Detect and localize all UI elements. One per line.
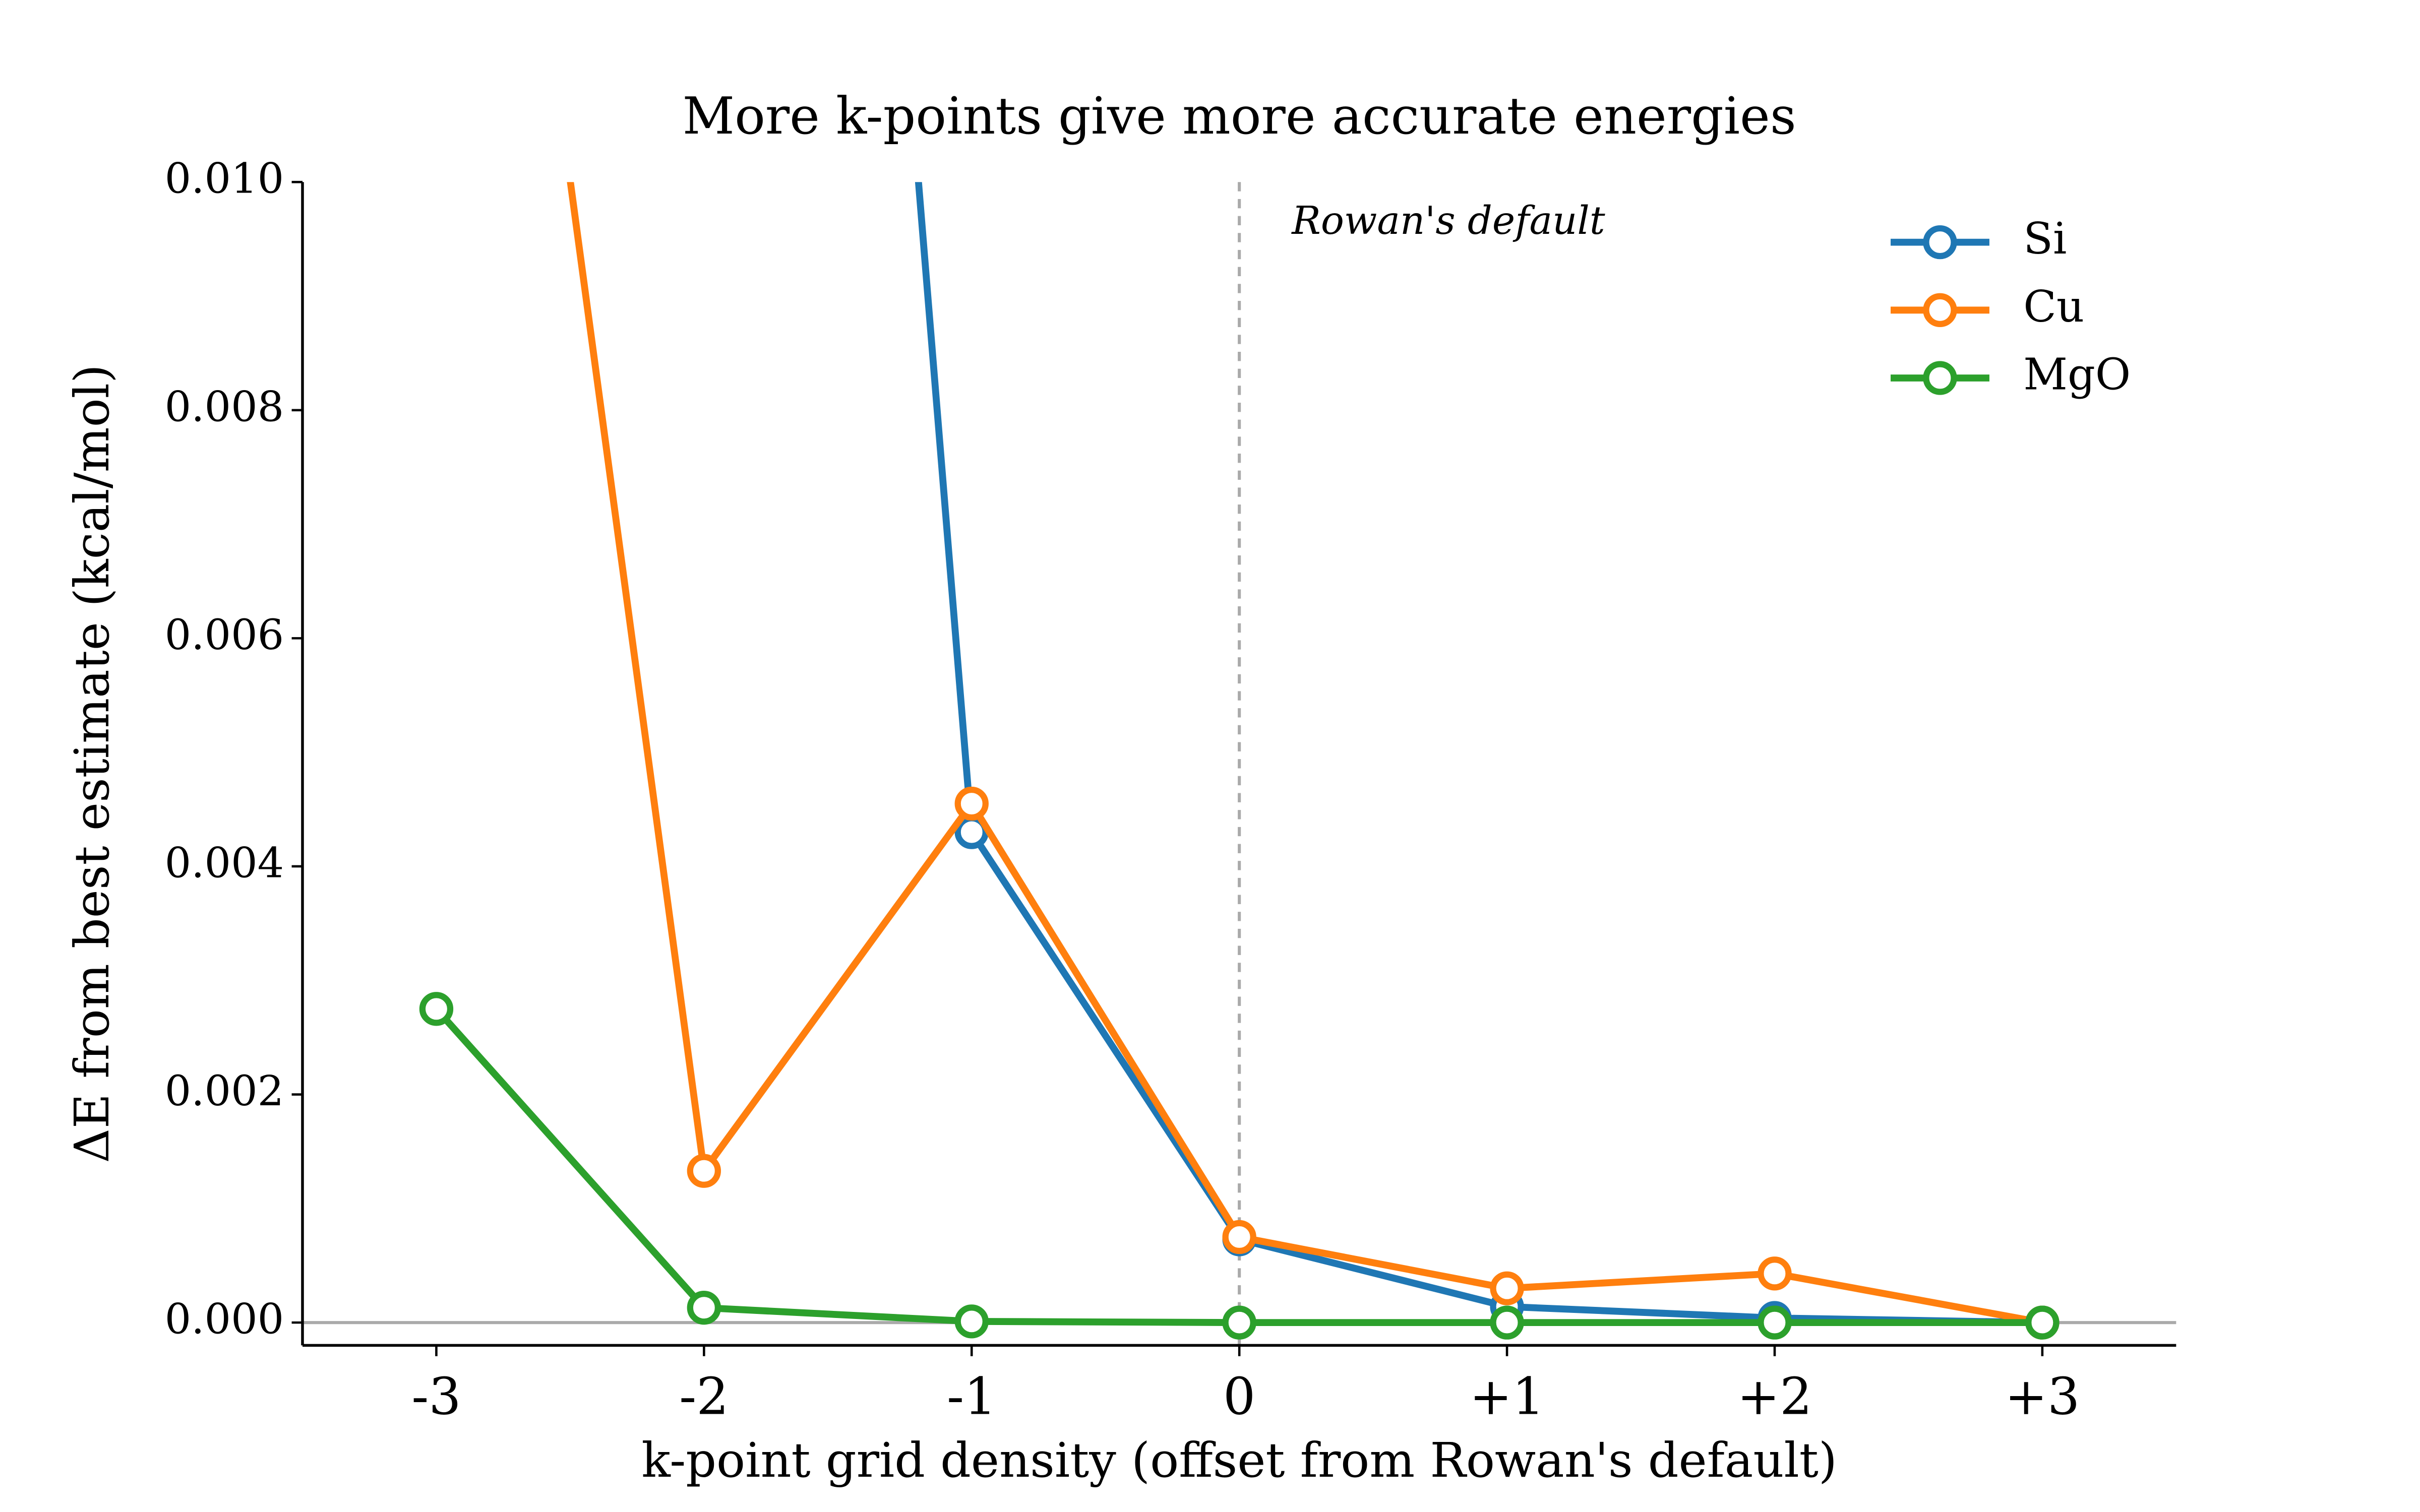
data-point — [954, 1304, 989, 1339]
data-point — [419, 992, 454, 1026]
x-tick-label: -2 — [679, 1367, 729, 1426]
legend-label: MgO — [2023, 350, 2131, 400]
y-tick-label: 0.000 — [165, 1295, 284, 1344]
data-point — [954, 786, 989, 821]
y-tick-label: 0.008 — [165, 383, 284, 431]
data-point — [1222, 1305, 1256, 1340]
data-point — [1490, 1305, 1524, 1340]
legend-label: Cu — [2023, 282, 2084, 332]
y-tick-label: 0.002 — [165, 1067, 284, 1115]
x-axis-label: k-point grid density (offset from Rowan'… — [641, 1433, 1837, 1488]
data-point — [687, 1291, 721, 1325]
data-point — [687, 1154, 721, 1188]
legend-marker — [1923, 361, 1957, 395]
y-tick-label: 0.010 — [165, 155, 284, 203]
x-tick-label: 0 — [1223, 1367, 1255, 1426]
plot-area — [419, 182, 2060, 1340]
legend-label: Si — [2023, 214, 2067, 264]
data-point — [1758, 1305, 1792, 1340]
legend-marker — [1923, 293, 1957, 327]
legend-marker — [1923, 225, 1957, 260]
y-tick-label: 0.004 — [165, 839, 284, 887]
x-tick-label: +2 — [1737, 1367, 1812, 1426]
series-line — [915, 182, 2043, 1327]
annotation: Rowan's default — [1291, 199, 1605, 243]
data-point — [1222, 1220, 1256, 1254]
data-point — [1490, 1271, 1524, 1305]
data-point — [2025, 1305, 2060, 1340]
data-point — [1758, 1256, 1792, 1291]
x-tick-label: -1 — [947, 1367, 996, 1426]
x-tick-label: +3 — [2005, 1367, 2080, 1426]
x-tick-label: -3 — [411, 1367, 461, 1426]
y-axis-label: ΔE from best estimate (kcal/mol) — [65, 364, 120, 1163]
y-tick-label: 0.006 — [165, 611, 284, 659]
x-tick-label: +1 — [1470, 1367, 1545, 1426]
chart-title: More k-points give more accurate energie… — [683, 86, 1796, 146]
